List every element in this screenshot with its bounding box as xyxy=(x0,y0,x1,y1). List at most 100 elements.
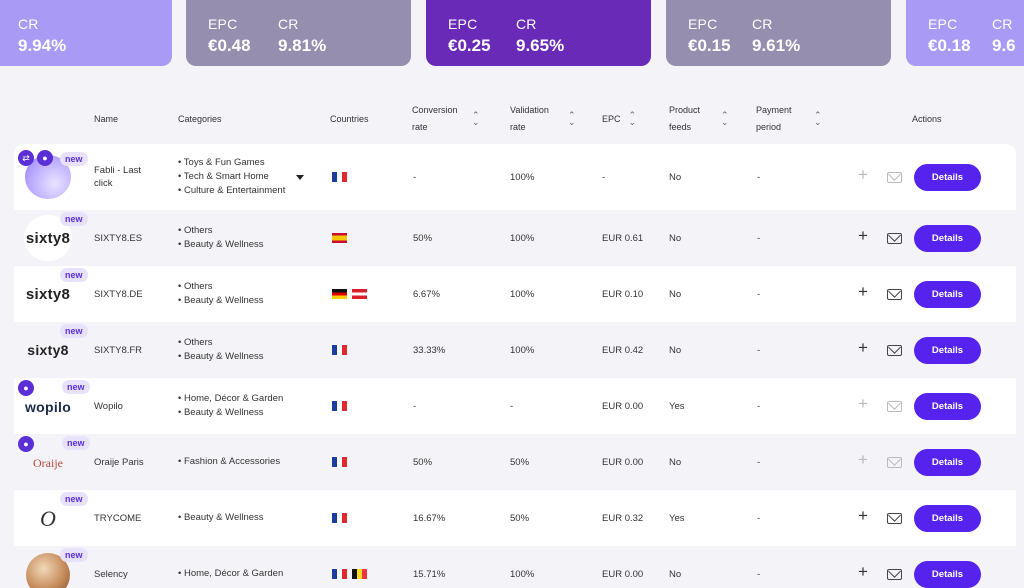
expand-categories-icon[interactable] xyxy=(296,175,304,180)
sort-icon[interactable]: ⌃ ⌄ xyxy=(628,110,637,127)
table-row[interactable]: O new TRYCOME Beauty & Wellness 16.67% 5… xyxy=(14,490,1016,546)
sort-icon[interactable]: ⌃ ⌄ xyxy=(472,110,480,127)
category-item: Home, Décor & Garden xyxy=(178,567,283,581)
stat-value-epc: €0.15 xyxy=(688,36,731,55)
sort-icon[interactable]: ⌃ ⌄ xyxy=(721,110,729,127)
sort-icon[interactable]: ⌃ ⌄ xyxy=(568,110,576,127)
mail-icon[interactable] xyxy=(887,569,902,580)
epc-value: EUR 0.00 xyxy=(602,456,644,468)
add-icon[interactable]: + xyxy=(858,562,868,581)
details-button[interactable]: Details xyxy=(914,561,981,588)
mail-icon[interactable] xyxy=(887,233,902,244)
categories-list: Others Beauty & Wellness xyxy=(178,322,264,378)
payment-period: - xyxy=(757,344,761,356)
payment-period: - xyxy=(757,288,761,300)
sixty8-logo-text: sixty8 xyxy=(27,342,69,358)
stat-card[interactable]: CR 9.94% xyxy=(0,0,172,66)
table-row[interactable]: Oraije ● new Oraije Paris Fashion & Acce… xyxy=(14,434,1016,490)
stat-card[interactable]: EPC CR €0.25 9.65% xyxy=(426,0,651,66)
country-flags xyxy=(332,490,347,546)
stat-label-cr: CR xyxy=(992,16,1013,32)
stat-card[interactable]: EPC CR €0.15 9.61% xyxy=(666,0,891,66)
add-icon[interactable]: + xyxy=(858,165,868,184)
category-item: Toys & Fun Games xyxy=(178,156,265,170)
mail-icon[interactable] xyxy=(887,345,902,356)
add-icon[interactable]: + xyxy=(858,282,868,301)
trycome-logo-text: O xyxy=(40,506,56,531)
product-feeds: No xyxy=(669,344,682,356)
categories-list: Others Beauty & Wellness xyxy=(178,266,264,322)
country-flags xyxy=(332,322,347,378)
stat-label-cr: CR xyxy=(278,16,299,32)
stat-value-cr: 9.6 xyxy=(992,36,1016,55)
add-icon[interactable]: + xyxy=(858,450,868,469)
conversion-rate: 6.67% xyxy=(413,288,440,300)
user-icon: ● xyxy=(37,150,53,166)
switch-icon: ⇄ xyxy=(18,150,34,166)
new-badge: new xyxy=(60,324,88,338)
category-item: Tech & Smart Home xyxy=(178,170,269,184)
product-feeds: Yes xyxy=(669,512,685,524)
header-validation-rate[interactable]: Validation rate ⌃ ⌄ xyxy=(510,96,576,142)
add-icon[interactable]: + xyxy=(858,338,868,357)
validation-rate: - xyxy=(510,400,514,412)
flag-fr-icon xyxy=(332,345,347,355)
add-icon[interactable]: + xyxy=(858,226,868,245)
stat-cards: CR 9.94% EPC CR €0.48 9.81% EPC CR €0.25… xyxy=(0,0,1024,70)
flag-de-icon xyxy=(332,289,347,299)
details-button[interactable]: Details xyxy=(914,281,981,308)
header-conversion-rate[interactable]: Conversion rate ⌃ ⌄ xyxy=(412,96,480,142)
user-icon: ● xyxy=(18,436,34,452)
header-product-feeds[interactable]: Product feeds ⌃ ⌄ xyxy=(669,96,729,142)
mail-icon[interactable] xyxy=(887,289,902,300)
mail-icon[interactable] xyxy=(887,172,902,183)
header-epc[interactable]: EPC ⌃ ⌄ xyxy=(602,96,636,142)
merchant-logo: wopilo xyxy=(24,384,72,430)
header-payment-period[interactable]: Payment period ⌃ ⌄ xyxy=(756,96,822,142)
flag-fr-icon xyxy=(332,401,347,411)
table-row[interactable]: ⇄ ● new Fabli - Last click Toys & Fun Ga… xyxy=(14,144,1016,210)
flag-be-icon xyxy=(352,569,367,579)
header-epc-label: EPC xyxy=(602,113,621,124)
epc-value: - xyxy=(602,171,606,183)
add-icon[interactable]: + xyxy=(858,394,868,413)
mail-icon[interactable] xyxy=(887,457,902,468)
table-row[interactable]: sixty8 new SIXTY8.ES Others Beauty & Wel… xyxy=(14,210,1016,266)
product-feeds: No xyxy=(669,568,682,580)
table-row[interactable]: new Selency Home, Décor & Garden 15.71% … xyxy=(14,546,1016,588)
table-row[interactable]: sixty8 new SIXTY8.FR Others Beauty & Wel… xyxy=(14,322,1016,378)
details-button[interactable]: Details xyxy=(914,505,981,532)
details-button[interactable]: Details xyxy=(914,164,981,191)
epc-value: EUR 0.00 xyxy=(602,568,644,580)
country-flags xyxy=(332,210,347,266)
stat-value-cr: 9.61% xyxy=(752,36,801,55)
validation-rate: 50% xyxy=(510,456,530,468)
stat-card[interactable]: EPC CR €0.18 9.6 xyxy=(906,0,1024,66)
stat-label-cr: CR xyxy=(752,16,773,32)
table-row[interactable]: wopilo ● new Wopilo Home, Décor & Garden… xyxy=(14,378,1016,434)
validation-rate: 100% xyxy=(510,288,535,300)
new-badge: new xyxy=(60,492,88,506)
epc-value: EUR 0.00 xyxy=(602,400,644,412)
categories-list: Toys & Fun Games Tech & Smart Home Cultu… xyxy=(178,144,286,210)
stat-value-cr: 9.94% xyxy=(18,36,67,55)
category-item: Beauty & Wellness xyxy=(178,238,264,252)
details-button[interactable]: Details xyxy=(914,225,981,252)
flag-at-icon xyxy=(352,289,367,299)
mail-icon[interactable] xyxy=(887,401,902,412)
details-button[interactable]: Details xyxy=(914,449,981,476)
mail-icon[interactable] xyxy=(887,513,902,524)
product-feeds: No xyxy=(669,456,682,468)
add-icon[interactable]: + xyxy=(858,506,868,525)
categories-list: Beauty & Wellness xyxy=(178,490,264,546)
stat-card[interactable]: EPC CR €0.48 9.81% xyxy=(186,0,411,66)
flag-fr-icon xyxy=(332,513,347,523)
header-payment-period-label: Payment period xyxy=(756,105,792,132)
sort-icon[interactable]: ⌃ ⌄ xyxy=(814,110,822,127)
merchant-logo: sixty8 xyxy=(24,327,72,373)
details-button[interactable]: Details xyxy=(914,337,981,364)
table-row[interactable]: sixty8 new SIXTY8.DE Others Beauty & Wel… xyxy=(14,266,1016,322)
details-button[interactable]: Details xyxy=(914,393,981,420)
payment-period: - xyxy=(757,456,761,468)
category-item: Others xyxy=(178,280,213,294)
